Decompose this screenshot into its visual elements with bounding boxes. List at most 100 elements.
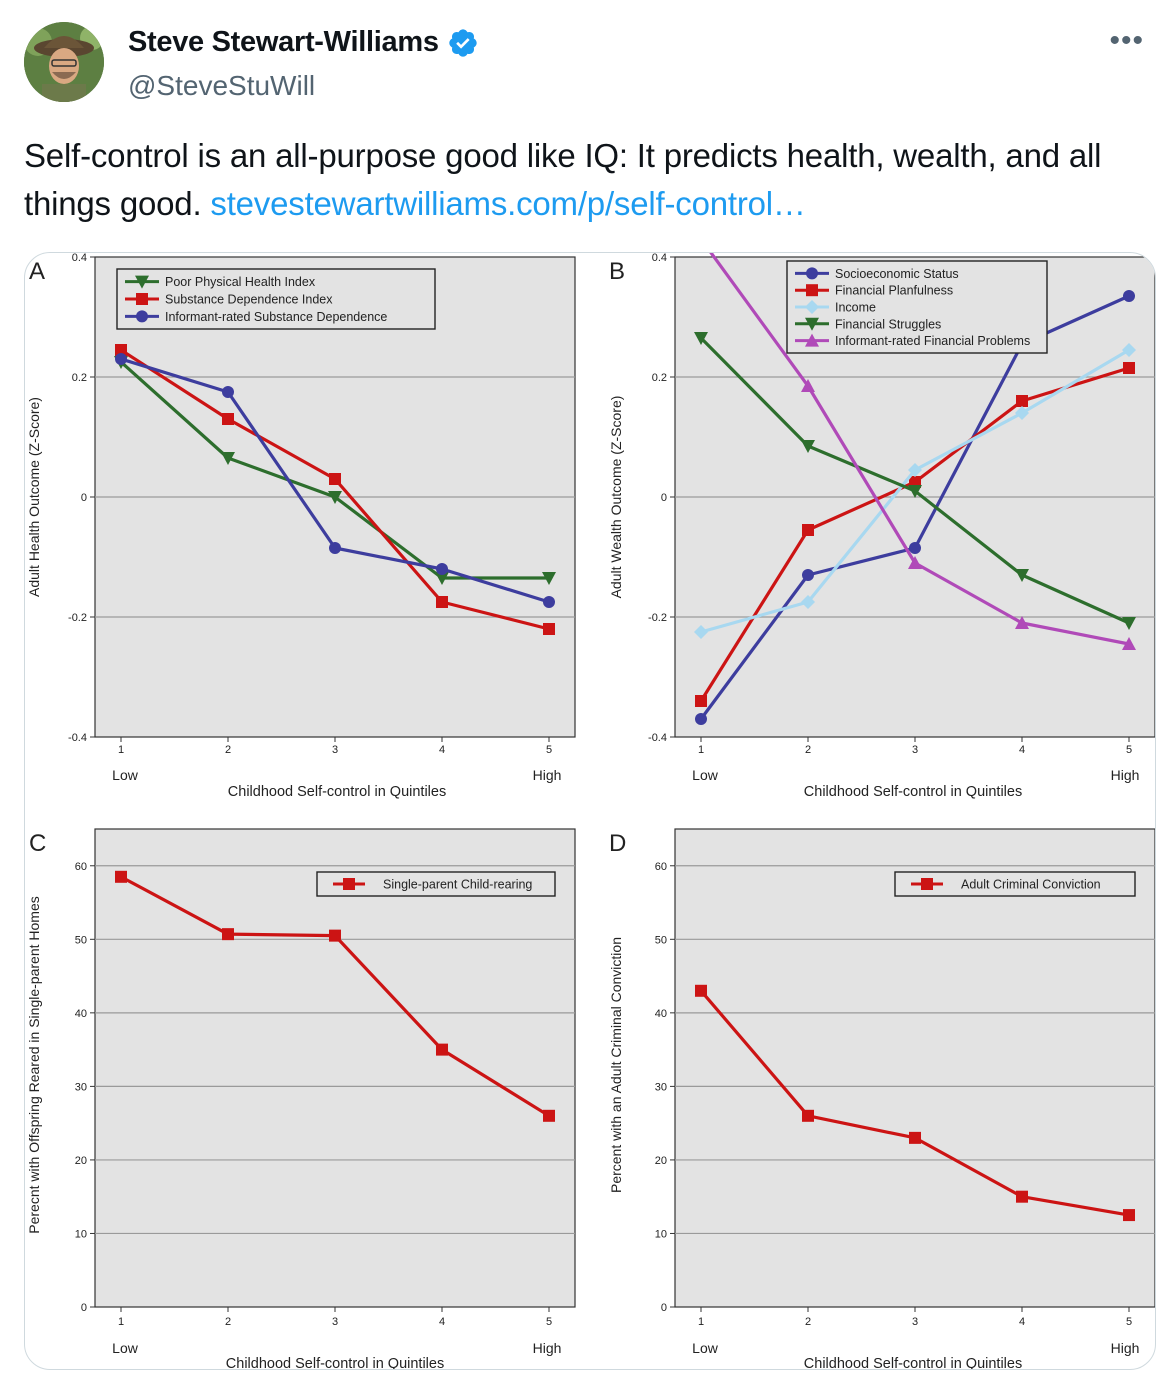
y-tick-label: 10 [75,1228,87,1240]
y-tick-label: 30 [75,1081,87,1093]
data-point [222,928,234,941]
data-point [695,984,707,997]
data-point [543,623,555,635]
data-point [694,332,708,345]
plot-area [674,828,1155,1308]
chart-panel-d: 0 10 20 30 40 50 60 1 2 3 4 5 Low High Childhood Self-… [608,828,1155,1369]
avatar[interactable] [24,22,104,102]
legend-box [786,260,1048,354]
y-tick-label: 0 [81,1302,87,1314]
data-point [115,353,127,365]
data-point [329,929,341,942]
legend-swatch-marker [806,284,818,297]
data-point [329,542,341,554]
more-horizontal-icon[interactable]: ••• [1109,24,1144,57]
data-point [908,485,922,498]
handle[interactable]: @SteveStuWill [128,70,316,101]
x-low-label: Low [112,1340,139,1356]
y-tick-label: 0 [81,492,87,504]
chart-figure: -0.4 -0.2 0 0.2 0.4 1 2 3 4 5 Low High Childhood Sel… [26,253,1155,1369]
legend-swatch-marker [805,317,819,331]
x-low-label: Low [692,767,719,783]
legend-label: Informant-rated Substance Dependence [165,310,387,324]
panel-letter: D [609,830,626,857]
data-point [694,625,708,639]
data-point [1122,343,1136,357]
data-point [436,563,448,575]
data-point [543,1109,555,1122]
y-tick-label: 50 [75,934,87,946]
y-tick-label: 60 [655,861,667,873]
tweet-text: Self-control is an all-purpose good like… [24,132,1150,228]
y-axis-title: Adult Health Outcome (Z-Score) [26,397,42,597]
avatar-photo [24,22,104,102]
x-tick-label: 1 [698,744,704,756]
tweet-link[interactable]: stevestewartwilliams.com/p/self-control… [210,185,806,222]
y-tick-label: -0.2 [68,612,87,624]
y-tick-label: 0.2 [652,372,667,384]
data-point [1015,616,1029,629]
verified-badge-icon [447,27,479,59]
legend-label: Single-parent Child-rearing [383,878,532,892]
data-point [329,473,341,485]
x-high-label: High [1111,1340,1140,1356]
data-point [222,386,234,398]
x-tick-label: 3 [912,744,918,756]
legend: Socioeconomic Status Financial Planfulnes… [786,260,1048,354]
data-point [908,463,922,477]
y-tick-label: 0.4 [652,253,667,264]
data-point [115,344,127,356]
legend-box [116,268,436,330]
data-point [1123,290,1135,302]
y-tick-label: 60 [75,861,87,873]
y-tick-label: 10 [655,1228,667,1240]
tweet-media-image[interactable]: -0.4 -0.2 0 0.2 0.4 1 2 3 4 5 Low High Childhood Sel… [24,252,1156,1370]
legend-label: Substance Dependence Index [165,293,333,307]
y-tick-label: 0.4 [72,253,87,264]
data-point [543,596,555,608]
data-point [909,1131,921,1144]
panel-letter: B [609,258,625,285]
data-point [542,572,556,585]
x-tick-label: 2 [805,1316,811,1328]
y-tick-label: 50 [655,934,667,946]
data-point [1015,406,1029,420]
legend-swatch-marker [136,293,148,305]
y-tick-label: -0.4 [648,732,667,744]
author[interactable]: Steve Stewart-Williams [128,26,479,59]
x-tick-label: 5 [1126,1316,1132,1328]
x-high-label: High [1111,767,1140,783]
data-point [801,379,815,392]
x-axis-title: Childhood Self-control in Quintiles [804,784,1022,800]
legend-swatch-marker [135,275,149,289]
data-point [801,595,815,609]
legend-swatch-marker [805,300,819,314]
legend-label: Informant-rated Financial Problems [835,334,1030,348]
legend-swatch-marker [343,878,355,890]
data-point [115,870,127,883]
data-point [436,1043,448,1056]
panel-letter: C [29,830,46,857]
data-point [802,569,814,581]
x-tick-label: 2 [225,744,231,756]
x-axis-title: Childhood Self-control in Quintiles [226,1356,444,1369]
data-point [435,572,449,585]
chart-panel-c: 0 10 20 30 40 50 60 1 2 3 4 5 Low High Childhood Self-… [26,828,576,1369]
legend-swatch-marker [805,333,819,347]
data-point [695,695,707,707]
data-point [1122,637,1136,650]
y-axis-title: Adult Wealth Outcome (Z-Score) [608,396,624,599]
x-high-label: High [533,767,562,783]
tweet-body: Self-control is an all-purpose good like… [24,137,1102,222]
data-point [1123,362,1135,374]
x-low-label: Low [112,767,139,783]
y-tick-label: 0 [661,1302,667,1314]
y-tick-label: 20 [655,1155,667,1167]
legend-label: Socioeconomic Status [835,267,959,281]
x-tick-label: 4 [1019,1316,1025,1328]
data-point [802,1109,814,1122]
display-name[interactable]: Steve Stewart-Williams [128,26,439,58]
data-point [1122,617,1136,630]
data-point [221,452,235,465]
x-axis-title: Childhood Self-control in Quintiles [804,1356,1022,1369]
